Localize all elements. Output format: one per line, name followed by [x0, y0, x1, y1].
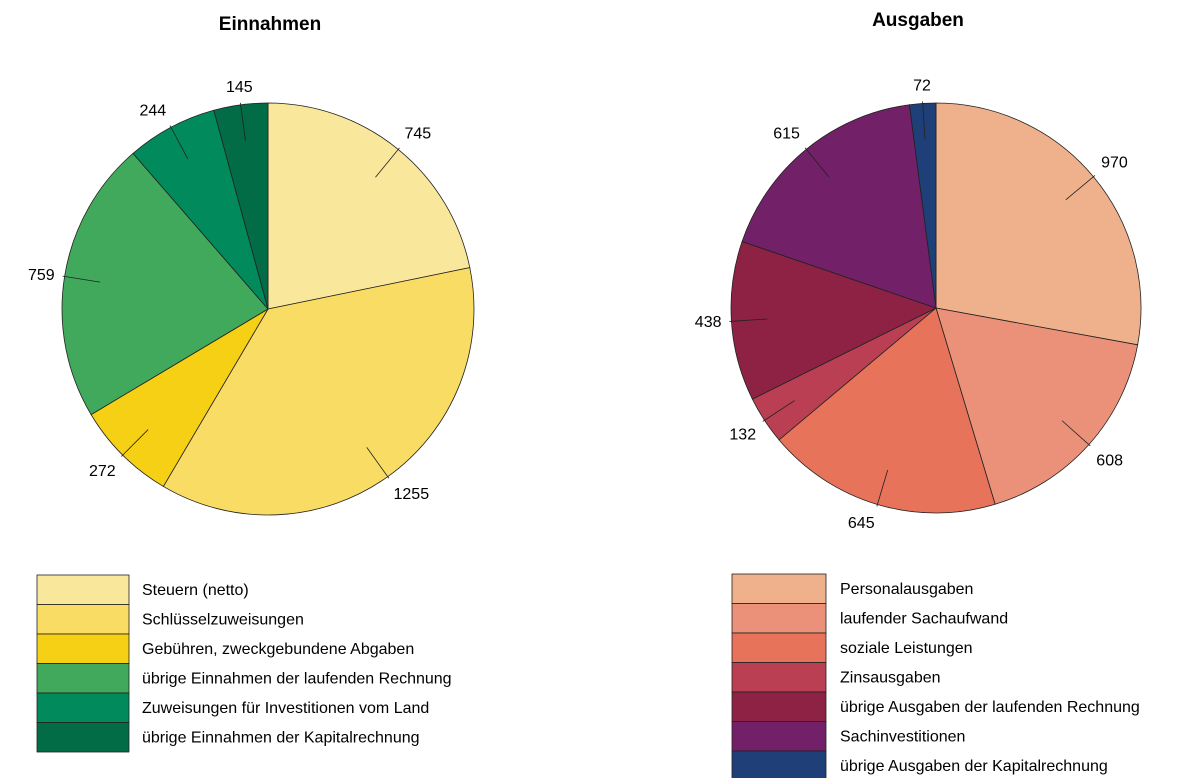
chart-ausgaben-leader-line: [804, 147, 830, 178]
chart-ausgaben-legend-swatch: [731, 603, 827, 634]
chart-ausgaben-legend-swatch: [731, 691, 827, 722]
chart-einnahmen-legend-label: Zuweisungen für Investitionen vom Land: [142, 700, 429, 717]
chart-ausgaben-value-label: 645: [848, 515, 875, 532]
chart-ausgaben-legend: Personalausgaben laufender Sachaufwand soz…: [731, 573, 1140, 778]
chart-einnahmen-legend-label: Steuern (netto): [142, 582, 249, 599]
chart-einnahmen-value-label: 244: [139, 103, 166, 120]
chart-einnahmen-title: Einnahmen: [219, 14, 321, 35]
chart-einnahmen-legend-swatch: [36, 663, 130, 694]
chart-ausgaben-legend-swatch: [731, 662, 827, 693]
chart-einnahmen-value-label: 745: [405, 126, 432, 143]
chart-einnahmen-legend-label: Schlüsselzuweisungen: [142, 612, 304, 629]
chart-ausgaben-legend-label: übrige Ausgaben der laufenden Rechnung: [840, 699, 1140, 716]
chart-ausgaben-value-label: 72: [913, 78, 931, 95]
chart-einnahmen-legend-label: Gebühren, zweckgebundene Abgaben: [142, 641, 414, 658]
chart-einnahmen-legend: Steuern (netto) Schlüsselzuweisungen Gebüh…: [36, 574, 452, 753]
chart-einnahmen-legend-swatch: [36, 692, 130, 723]
chart-ausgaben-legend-label: Sachinvestitionen: [840, 729, 965, 746]
chart-ausgaben-value-label: 970: [1101, 154, 1128, 171]
chart-einnahmen-leader-line: [366, 447, 390, 479]
chart-einnahmen-legend-label: übrige Einnahmen der laufenden Rechnung: [142, 671, 452, 688]
chart-ausgaben-legend-label: Personalausgaben: [840, 581, 973, 598]
chart-einnahmen-legend-label: übrige Einnahmen der Kapitalrechnung: [142, 730, 420, 747]
chart-einnahmen-leader-line: [375, 147, 400, 178]
chart-ausgaben-leader-line: [922, 101, 926, 140]
chart-einnahmen-legend-swatch: [36, 633, 130, 664]
chart-ausgaben-slice: [935, 102, 1142, 346]
chart-einnahmen: Einnahmen 745 1255 272 759 244 145 Steuern (net…: [28, 14, 475, 753]
chart-ausgaben: Ausgaben 970 608 645 132 438 615 72 Personalausg…: [695, 10, 1142, 778]
chart-ausgaben-legend-label: übrige Ausgaben der Kapitalrechnung: [840, 758, 1108, 775]
chart-ausgaben-leader-line: [1065, 175, 1096, 201]
chart-einnahmen-value-label: 145: [226, 79, 253, 96]
chart-ausgaben-legend-swatch: [731, 632, 827, 663]
chart-ausgaben-title: Ausgaben: [872, 10, 964, 31]
chart-einnahmen-leader-line: [62, 275, 101, 283]
chart-ausgaben-legend-swatch: [731, 573, 827, 604]
chart-ausgaben-legend-label: soziale Leistungen: [840, 640, 973, 657]
chart-ausgaben-leader-line: [1061, 420, 1091, 447]
chart-ausgaben-value-label: 438: [695, 314, 722, 331]
chart-ausgaben-legend-swatch: [731, 721, 827, 752]
chart-ausgaben-leader-line: [729, 318, 768, 322]
chart-ausgaben-leader-line: [876, 469, 889, 507]
chart-ausgaben-value-label: 608: [1096, 452, 1123, 469]
chart-einnahmen-leader-line: [121, 429, 149, 457]
chart-ausgaben-legend-label: laufender Sachaufwand: [840, 611, 1008, 628]
chart-einnahmen-value-label: 1255: [394, 486, 430, 503]
chart-ausgaben-leader-line: [762, 400, 795, 422]
chart-ausgaben-value-label: 615: [773, 126, 800, 143]
chart-einnahmen-legend-swatch: [36, 722, 130, 753]
chart-einnahmen-leader-line: [169, 125, 189, 160]
chart-ausgaben-value-label: 132: [729, 427, 756, 444]
chart-ausgaben-legend-label: Zinsausgaben: [840, 670, 941, 687]
chart-einnahmen-leader-line: [239, 102, 246, 141]
chart-einnahmen-value-label: 759: [28, 267, 55, 284]
chart-einnahmen-legend-swatch: [36, 604, 130, 635]
chart-einnahmen-legend-swatch: [36, 574, 130, 605]
chart-ausgaben-legend-swatch: [731, 750, 827, 778]
chart-einnahmen-value-label: 272: [89, 463, 116, 480]
